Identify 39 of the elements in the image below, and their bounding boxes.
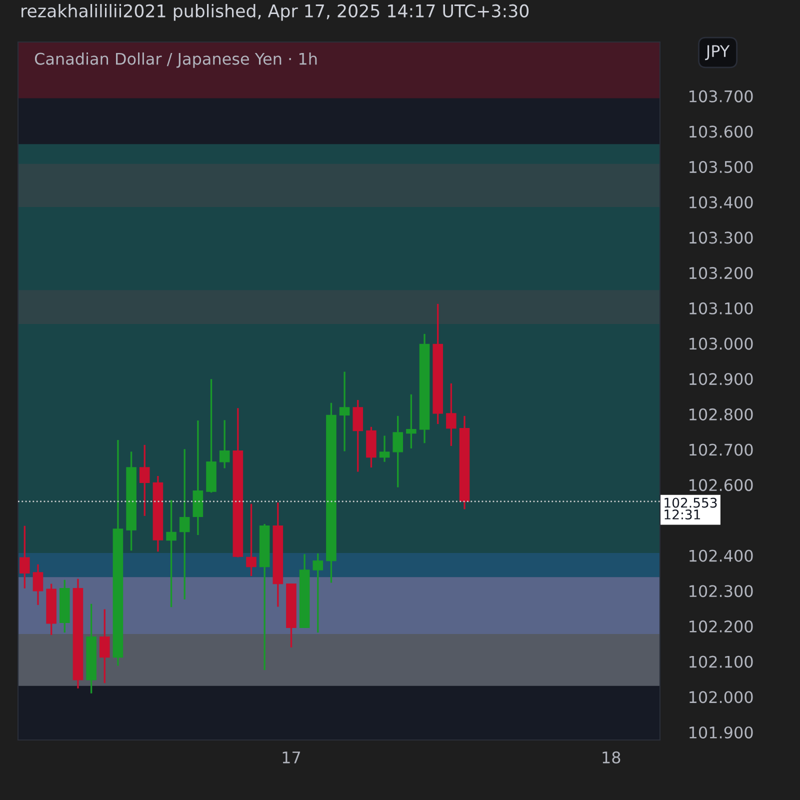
candlestick	[312, 552, 324, 634]
y-tick-label: 103.100	[690, 302, 753, 314]
y-tick-label: 103.300	[690, 232, 753, 244]
y-tick-label: 102.100	[690, 656, 753, 668]
candlestick	[99, 608, 110, 684]
candlestick	[339, 370, 350, 452]
candlestick	[352, 399, 364, 473]
x-tick-label: 17	[282, 752, 300, 764]
y-tick-label: 103.700	[690, 90, 753, 102]
text: Canadian Dollar / Japanese Yen · 1h	[34, 52, 317, 68]
candlestick	[179, 448, 190, 600]
y-tick-label: 102.000	[690, 691, 753, 704]
x-tick-label: 18	[602, 751, 620, 764]
y-tick-label: 102.200	[690, 620, 753, 632]
y-tick-label: 102.900	[690, 373, 753, 386]
candlestick	[392, 415, 404, 488]
y-axis-title: JPY	[705, 45, 730, 60]
candlestick	[32, 564, 44, 606]
text: rezakhalililii2021 published, Apr 17, 2025 14:17 UTC+3:30	[22, 4, 529, 21]
candlestick	[379, 434, 390, 463]
candlestick	[246, 503, 256, 577]
candlestick	[219, 419, 230, 470]
candlestick	[20, 524, 30, 590]
y-tick-label: 102.700	[690, 444, 753, 456]
y-tick-label: 103.000	[690, 338, 753, 350]
candlestick	[406, 394, 416, 450]
y-tick-label: 103.200	[690, 266, 753, 280]
y-tick-label: 103.600	[690, 126, 753, 138]
y-tick-label: 102.400	[690, 550, 753, 562]
y-tick-label: 103.500	[690, 160, 753, 174]
candlestick	[139, 444, 150, 517]
y-tick-label: 102.300	[690, 585, 753, 598]
y-tick-label: 102.800	[690, 408, 753, 420]
ref-line-label: 102.553 12:31	[664, 498, 717, 520]
y-tick-label: 102.600	[690, 479, 753, 492]
candlestick	[446, 382, 456, 447]
candlestick	[166, 499, 176, 608]
y-tick-label: 103.400	[690, 196, 753, 208]
y-tick-label: 101.900	[690, 726, 753, 739]
